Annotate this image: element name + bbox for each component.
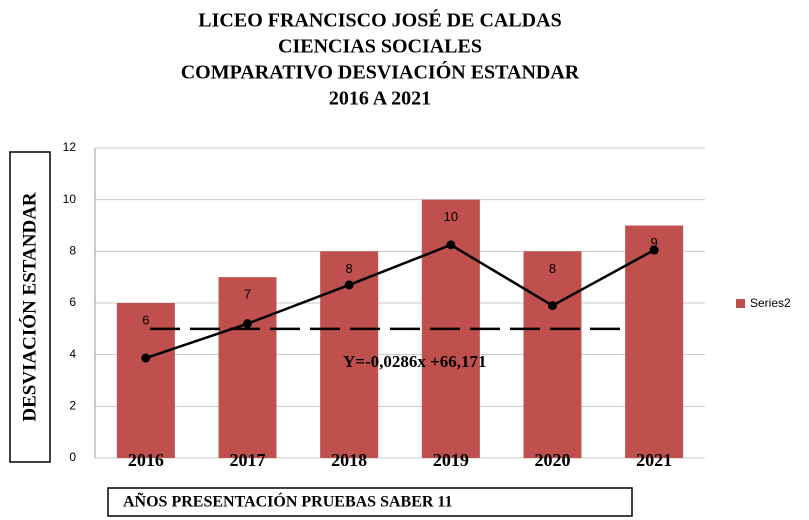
- chart-title: COMPARATIVO DESVIACIÓN ESTANDAR: [181, 60, 580, 84]
- line: [145, 243, 655, 360]
- bar: [523, 251, 582, 458]
- data-label: 10: [444, 209, 458, 224]
- annotation: Y=-0,0286x +66,171: [343, 352, 487, 371]
- y-tick-label: 0: [69, 450, 76, 464]
- y-tick-label: 2: [69, 399, 76, 413]
- y-axis-label: DESVIACIÓN ESTANDAR: [18, 192, 40, 422]
- x-tick-label: 2019: [433, 450, 469, 470]
- y-tick-label: 8: [69, 244, 76, 258]
- line-point: [243, 319, 252, 329]
- legend-label: Series2: [750, 296, 791, 310]
- x-tick-label: 2020: [535, 450, 571, 470]
- bar: [218, 277, 277, 458]
- line-point: [344, 280, 354, 290]
- y-label-box: [9, 151, 51, 463]
- x-tick-label: 2017: [230, 450, 266, 470]
- x-axis-label: AÑOS PRESENTACIÓN PRUEBAS SABER 11: [123, 492, 453, 511]
- line-point: [141, 353, 151, 363]
- x-tick-label: 2016: [128, 450, 164, 470]
- line-point: [446, 240, 456, 250]
- chart-title: 2016 A 2021: [329, 88, 431, 110]
- x-tick-label: 2021: [636, 450, 672, 470]
- line-point: [649, 245, 659, 255]
- data-label: 8: [346, 261, 353, 276]
- x-tick-label: 2018: [331, 450, 367, 470]
- data-label: 9: [651, 235, 658, 250]
- legend-swatch: [736, 299, 745, 308]
- line-point: [548, 301, 557, 311]
- y-tick-label: 12: [63, 140, 77, 154]
- y-tick-label: 4: [69, 347, 76, 361]
- data-label: 8: [549, 261, 556, 276]
- y-tick-label: 6: [69, 295, 76, 309]
- x-label-box: [107, 487, 633, 517]
- chart-title: LICEO FRANCISCO JOSÉ DE CALDAS: [198, 9, 561, 32]
- y-tick-label: 10: [63, 192, 77, 206]
- bar: [625, 225, 684, 458]
- data-label: 7: [244, 287, 251, 302]
- data-label: 6: [142, 312, 149, 327]
- chart-title: CIENCIAS SOCIALES: [278, 36, 482, 58]
